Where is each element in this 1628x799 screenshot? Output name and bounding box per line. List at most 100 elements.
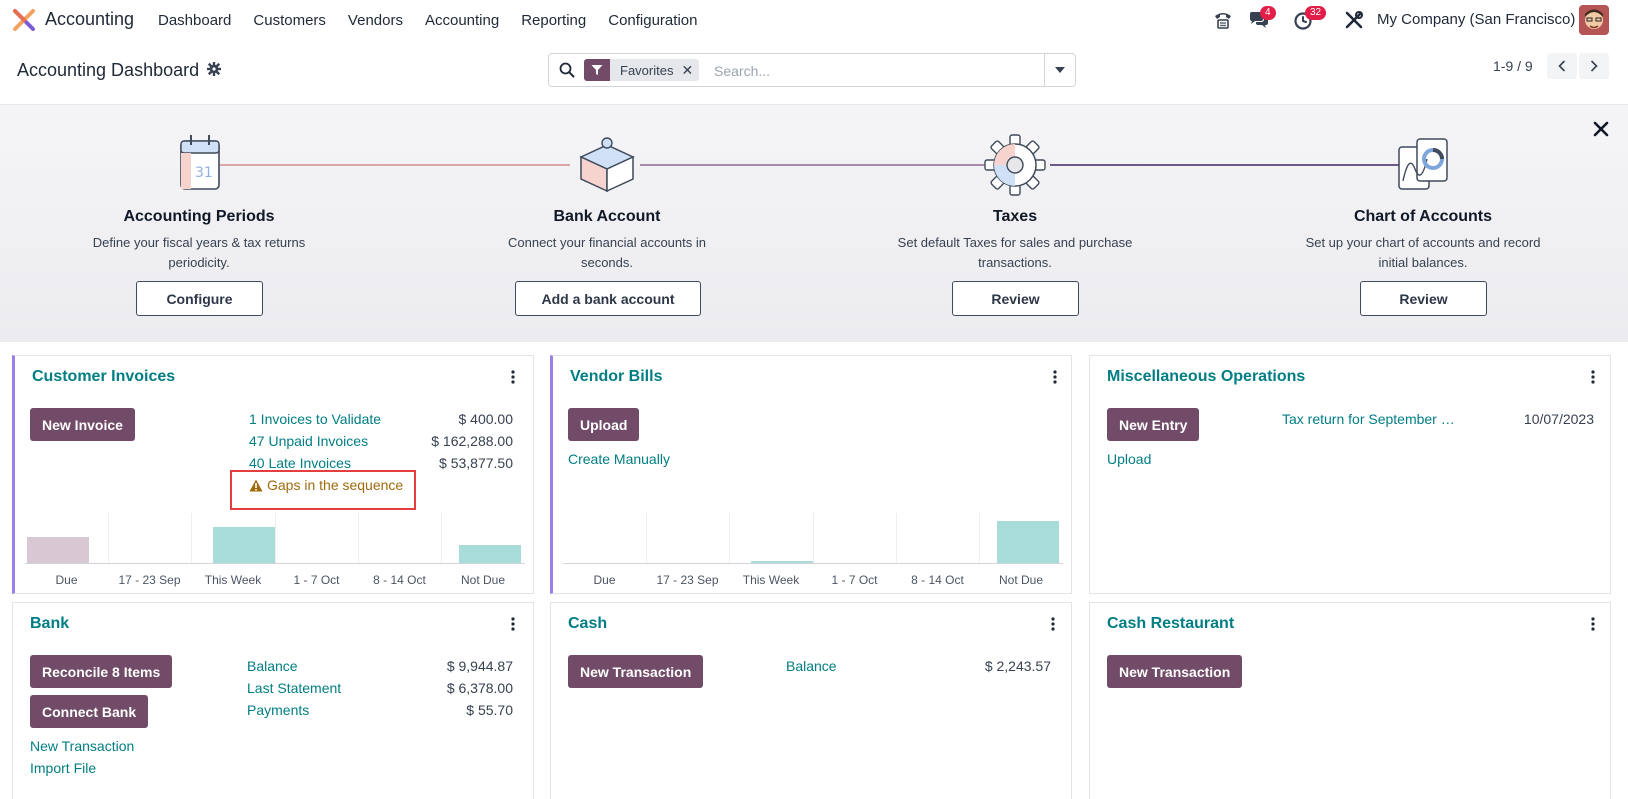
menu-customers[interactable]: Customers xyxy=(253,11,326,29)
new-entry-button[interactable]: New Entry xyxy=(1107,408,1200,441)
graph-bar-this-week[interactable] xyxy=(213,527,275,563)
menu-reporting[interactable]: Reporting xyxy=(521,11,587,29)
highlight-box xyxy=(230,470,416,510)
facet-label: Favorites xyxy=(620,62,674,78)
create-manually-link[interactable]: Create Manually xyxy=(568,451,670,467)
svg-text:31: 31 xyxy=(195,165,213,181)
new-invoice-button[interactable]: New Invoice xyxy=(30,408,135,441)
kebab-menu-icon[interactable] xyxy=(510,617,516,631)
new-transaction-button[interactable]: New Transaction xyxy=(1107,655,1243,688)
tax-return-link[interactable]: Tax return for September … xyxy=(1282,411,1455,427)
kebab-menu-icon[interactable] xyxy=(1052,370,1058,384)
card-title[interactable]: Miscellaneous Operations xyxy=(1107,368,1306,385)
payments-amount: $ 55.70 xyxy=(466,702,513,718)
graph-bar-this-week[interactable] xyxy=(751,561,813,563)
close-icon[interactable] xyxy=(1591,119,1611,139)
journal-card-misc-operations: Miscellaneous Operations New Entry Uploa… xyxy=(1089,355,1611,594)
review-taxes-button[interactable]: Review xyxy=(952,281,1079,316)
new-transaction-link[interactable]: New Transaction xyxy=(30,738,135,754)
reconcile-button[interactable]: Reconcile 8 Items xyxy=(30,655,173,688)
gaps-in-sequence-link[interactable]: Gaps in the sequence xyxy=(249,477,403,493)
graph-label: Not Due xyxy=(998,573,1044,587)
balance-amount: $ 2,243.57 xyxy=(984,658,1051,674)
step-description: Connect your financial accounts in secon… xyxy=(507,235,706,270)
warning-icon xyxy=(249,479,263,491)
pager-previous-button[interactable] xyxy=(1547,53,1577,79)
onboarding-connector xyxy=(640,164,990,166)
card-title[interactable]: Cash Restaurant xyxy=(1107,615,1235,632)
late-invoices-link[interactable]: 40 Late Invoices xyxy=(249,455,351,471)
journal-card-cash: Cash New Transaction Balance $ 2,243.57 xyxy=(550,602,1072,799)
graph-label: 17 - 23 Sep xyxy=(118,573,181,587)
step-description: Set default Taxes for sales and purchase… xyxy=(897,235,1133,270)
connect-bank-button[interactable]: Connect Bank xyxy=(30,695,149,728)
payments-link[interactable]: Payments xyxy=(247,702,310,718)
journal-card-customer-invoices: Customer Invoices New Invoice 1 Invoices… xyxy=(12,355,534,594)
search-options-toggle[interactable] xyxy=(1044,54,1075,86)
menu-configuration[interactable]: Configuration xyxy=(608,11,698,29)
kebab-menu-icon[interactable] xyxy=(1050,617,1056,631)
menu-accounting[interactable]: Accounting xyxy=(424,11,500,29)
unpaid-invoices-link[interactable]: 47 Unpaid Invoices xyxy=(249,433,369,449)
late-invoices-amount: $ 53,877.50 xyxy=(439,455,513,471)
pager-value[interactable]: 1-9 / 9 xyxy=(1493,58,1533,74)
search-icon[interactable] xyxy=(559,62,575,78)
configure-button[interactable]: Configure xyxy=(136,281,263,316)
card-title[interactable]: Customer Invoices xyxy=(32,368,176,385)
graph-label: Due xyxy=(593,573,616,587)
step-title: Taxes xyxy=(992,208,1038,225)
kebab-menu-icon[interactable] xyxy=(510,370,516,384)
search-input[interactable] xyxy=(714,60,1014,82)
card-title[interactable]: Vendor Bills xyxy=(570,368,663,385)
graph-label: This Week xyxy=(742,573,800,587)
kebab-menu-icon[interactable] xyxy=(1590,370,1596,384)
messages-badge: 4 xyxy=(1260,6,1276,20)
onboarding-connector xyxy=(220,164,570,166)
journal-card-vendor-bills: Vendor Bills Upload Create Manually Due … xyxy=(550,355,1072,594)
graph-label: 1 - 7 Oct xyxy=(293,573,340,587)
tools-icon[interactable] xyxy=(1343,9,1365,31)
import-file-link[interactable]: Import File xyxy=(30,760,97,776)
balance-amount: $ 9,944.87 xyxy=(446,658,513,674)
step-title: Bank Account xyxy=(553,208,661,225)
menu-dashboard[interactable]: Dashboard xyxy=(158,11,232,29)
activities-tray[interactable]: 32 xyxy=(1293,6,1327,31)
kebab-menu-icon[interactable] xyxy=(1590,617,1596,631)
balance-link[interactable]: Balance xyxy=(247,658,298,674)
card-title[interactable]: Bank xyxy=(30,615,70,632)
invoices-graph[interactable]: Due 17 - 23 Sep This Week 1 - 7 Oct 8 - … xyxy=(25,513,525,593)
onboarding-connector xyxy=(1050,164,1400,166)
graph-label: This Week xyxy=(204,573,262,587)
card-title[interactable]: Cash xyxy=(568,615,608,632)
messages-tray[interactable]: 4 xyxy=(1248,6,1276,31)
bank-puzzle-icon xyxy=(579,137,635,193)
gear-icon[interactable] xyxy=(207,62,221,76)
facet-remove-icon[interactable]: ✕ xyxy=(681,61,694,78)
add-bank-account-button[interactable]: Add a bank account xyxy=(515,281,701,316)
last-statement-link[interactable]: Last Statement xyxy=(247,680,342,696)
review-chart-button[interactable]: Review xyxy=(1360,281,1487,316)
warning-label: Gaps in the sequence xyxy=(267,477,404,493)
step-title: Chart of Accounts xyxy=(1353,208,1493,225)
pager-next-button[interactable] xyxy=(1579,53,1609,79)
new-transaction-button[interactable]: New Transaction xyxy=(568,655,704,688)
graph-bar-due[interactable] xyxy=(27,537,89,563)
step-description: Define your fiscal years & tax returns p… xyxy=(92,235,306,270)
graph-bar-not-due[interactable] xyxy=(459,545,521,563)
journal-card-bank: Bank Reconcile 8 Items Connect Bank New … xyxy=(12,602,534,799)
onboarding-banner: 31 Accounting Periods Define your fiscal… xyxy=(0,105,1628,342)
graph-label: 8 - 14 Oct xyxy=(911,573,964,587)
balance-link[interactable]: Balance xyxy=(786,658,837,674)
company-switcher[interactable]: My Company (San Francisco) xyxy=(1377,11,1576,28)
bills-graph[interactable]: Due 17 - 23 Sep This Week 1 - 7 Oct 8 - … xyxy=(563,513,1063,593)
caret-down-icon xyxy=(1055,67,1065,73)
upload-bill-button[interactable]: Upload xyxy=(568,408,640,441)
invoices-to-validate-link[interactable]: 1 Invoices to Validate xyxy=(249,411,382,427)
menu-vendors[interactable]: Vendors xyxy=(347,11,403,29)
upload-link[interactable]: Upload xyxy=(1107,451,1152,467)
phone-icon[interactable] xyxy=(1212,9,1234,31)
app-name[interactable]: Accounting xyxy=(45,9,135,29)
user-avatar[interactable] xyxy=(1579,5,1609,35)
app-logo-icon[interactable] xyxy=(12,8,36,32)
graph-bar-not-due[interactable] xyxy=(997,521,1059,563)
